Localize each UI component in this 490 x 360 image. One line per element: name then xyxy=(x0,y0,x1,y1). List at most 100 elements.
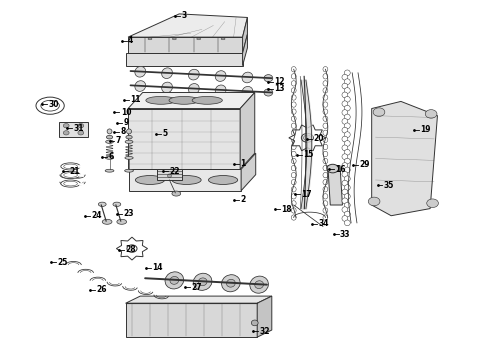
Circle shape xyxy=(127,245,137,252)
Text: 4: 4 xyxy=(128,36,133,45)
Ellipse shape xyxy=(342,163,348,168)
Polygon shape xyxy=(241,153,256,191)
Ellipse shape xyxy=(342,101,348,107)
Polygon shape xyxy=(125,303,257,337)
Ellipse shape xyxy=(344,149,350,155)
Ellipse shape xyxy=(162,68,172,78)
Text: 28: 28 xyxy=(125,245,136,254)
Ellipse shape xyxy=(215,85,226,96)
Ellipse shape xyxy=(342,154,348,159)
Ellipse shape xyxy=(168,174,172,177)
Polygon shape xyxy=(243,34,247,66)
Ellipse shape xyxy=(344,140,350,146)
Text: 26: 26 xyxy=(97,285,107,294)
Ellipse shape xyxy=(323,67,328,72)
Ellipse shape xyxy=(342,110,348,116)
Ellipse shape xyxy=(323,95,328,100)
Ellipse shape xyxy=(342,118,348,124)
Ellipse shape xyxy=(148,38,152,40)
Ellipse shape xyxy=(193,273,212,291)
Polygon shape xyxy=(257,296,272,337)
Ellipse shape xyxy=(291,172,296,178)
Ellipse shape xyxy=(106,135,113,139)
Ellipse shape xyxy=(172,176,201,184)
Text: 33: 33 xyxy=(340,230,350,239)
Ellipse shape xyxy=(291,144,296,150)
Text: 35: 35 xyxy=(384,181,394,190)
Text: 12: 12 xyxy=(274,77,285,86)
Ellipse shape xyxy=(61,180,80,187)
Circle shape xyxy=(78,131,84,135)
Text: 20: 20 xyxy=(313,134,324,143)
Ellipse shape xyxy=(344,211,350,217)
Ellipse shape xyxy=(135,67,146,77)
Ellipse shape xyxy=(189,69,199,80)
Ellipse shape xyxy=(169,96,199,104)
Ellipse shape xyxy=(264,89,273,96)
Circle shape xyxy=(63,123,69,128)
Ellipse shape xyxy=(215,71,226,81)
Text: 32: 32 xyxy=(260,327,270,336)
Circle shape xyxy=(327,164,339,173)
Ellipse shape xyxy=(291,151,296,157)
Ellipse shape xyxy=(117,219,126,224)
Ellipse shape xyxy=(105,157,114,159)
Ellipse shape xyxy=(344,105,350,111)
Ellipse shape xyxy=(98,202,106,206)
Ellipse shape xyxy=(323,88,328,93)
Polygon shape xyxy=(125,296,272,303)
Text: 1: 1 xyxy=(240,159,245,168)
Ellipse shape xyxy=(197,38,201,40)
Ellipse shape xyxy=(250,276,269,293)
Ellipse shape xyxy=(344,194,350,199)
Ellipse shape xyxy=(323,102,328,107)
Ellipse shape xyxy=(36,97,64,114)
Ellipse shape xyxy=(61,163,80,170)
Text: 34: 34 xyxy=(318,219,329,228)
Ellipse shape xyxy=(291,116,296,121)
Ellipse shape xyxy=(113,202,121,206)
Ellipse shape xyxy=(64,181,77,186)
Ellipse shape xyxy=(323,194,328,199)
Ellipse shape xyxy=(344,132,350,138)
Text: 30: 30 xyxy=(49,100,59,109)
Ellipse shape xyxy=(344,202,350,208)
Ellipse shape xyxy=(323,144,328,150)
Polygon shape xyxy=(128,14,247,37)
Text: 24: 24 xyxy=(92,211,102,220)
Circle shape xyxy=(78,123,84,128)
Ellipse shape xyxy=(323,109,328,114)
Polygon shape xyxy=(157,169,182,180)
Ellipse shape xyxy=(342,92,348,98)
Polygon shape xyxy=(372,102,438,216)
Ellipse shape xyxy=(189,84,199,94)
Ellipse shape xyxy=(162,82,172,93)
Ellipse shape xyxy=(344,87,350,93)
Ellipse shape xyxy=(102,219,112,224)
Ellipse shape xyxy=(198,278,207,286)
Text: 22: 22 xyxy=(170,167,180,176)
Ellipse shape xyxy=(342,189,348,195)
Ellipse shape xyxy=(242,72,253,83)
Ellipse shape xyxy=(221,38,225,40)
Ellipse shape xyxy=(242,86,253,97)
Ellipse shape xyxy=(323,208,328,213)
Ellipse shape xyxy=(342,180,348,186)
Ellipse shape xyxy=(64,173,77,177)
Circle shape xyxy=(425,110,437,118)
Ellipse shape xyxy=(291,88,296,93)
Ellipse shape xyxy=(291,194,296,199)
Ellipse shape xyxy=(291,67,296,72)
Ellipse shape xyxy=(323,130,328,135)
Ellipse shape xyxy=(135,176,165,184)
Ellipse shape xyxy=(125,157,133,159)
Ellipse shape xyxy=(323,186,328,192)
Ellipse shape xyxy=(342,171,348,177)
Text: 14: 14 xyxy=(152,263,163,272)
Polygon shape xyxy=(128,93,255,109)
Ellipse shape xyxy=(165,272,184,289)
Circle shape xyxy=(427,199,439,207)
Ellipse shape xyxy=(344,79,350,85)
Ellipse shape xyxy=(323,215,328,220)
Text: 5: 5 xyxy=(162,129,167,138)
